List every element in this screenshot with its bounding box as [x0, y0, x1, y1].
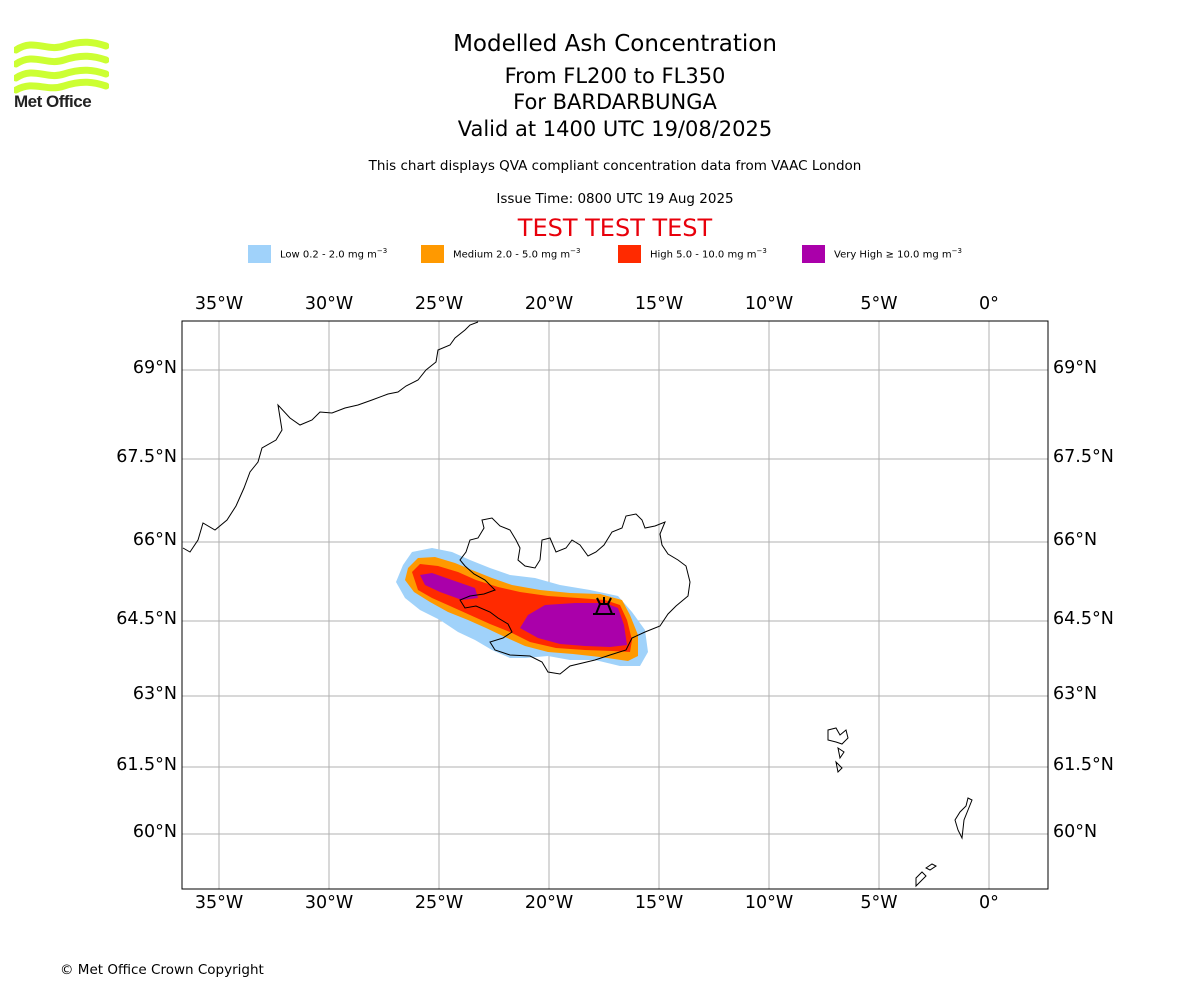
lat-label-left-0: 69°N [132, 358, 177, 378]
lon-label-top-2: 25°W [414, 294, 464, 314]
iceland-coastline [459, 513, 691, 675]
lat-label-left-4: 63°N [132, 684, 177, 704]
legend-item-very-high: Very High ≥ 10.0 mg m−3 [802, 244, 962, 264]
lon-label-bottom-4: 15°W [634, 893, 684, 913]
map-frame [181, 320, 1049, 890]
lon-label-top-3: 20°W [524, 294, 574, 314]
legend-item-medium: Medium 2.0 - 5.0 mg m−3 [421, 244, 580, 264]
lon-label-bottom-7: 0° [979, 893, 999, 913]
lat-label-left-6: 60°N [132, 822, 177, 842]
lon-label-bottom-2: 25°W [414, 893, 464, 913]
volcano-icon [593, 597, 615, 615]
valid-time: Valid at 1400 UTC 19/08/2025 [457, 117, 773, 141]
legend-label-low: Low 0.2 - 2.0 mg m−3 [280, 247, 388, 261]
lon-label-bottom-1: 30°W [304, 893, 354, 913]
lon-label-top-5: 10°W [744, 294, 794, 314]
lon-label-top-7: 0° [979, 294, 999, 314]
flight-levels: From FL200 to FL350 [504, 64, 726, 88]
volcano-name: For BARDARBUNGA [513, 90, 717, 114]
faroe-islands-coastline [827, 727, 849, 774]
lon-label-bottom-6: 5°W [860, 893, 898, 913]
legend-swatch-medium [421, 245, 444, 263]
issue-time: Issue Time: 0800 UTC 19 Aug 2025 [496, 191, 734, 207]
greenland-coastline [182, 321, 479, 553]
lat-label-left-2: 66°N [132, 530, 177, 550]
lon-label-top-0: 35°W [194, 294, 244, 314]
lat-label-right-2: 66°N [1053, 530, 1098, 550]
legend-item-low: Low 0.2 - 2.0 mg m−3 [248, 244, 387, 264]
legend-swatch-low [248, 245, 271, 263]
logo-wave-1 [14, 38, 109, 54]
copyright-notice: © Met Office Crown Copyright [60, 962, 264, 978]
legend-label-high: High 5.0 - 10.0 mg m−3 [650, 247, 767, 261]
lat-label-right-4: 63°N [1053, 684, 1098, 704]
coastlines [182, 321, 973, 888]
logo-wave-2 [14, 52, 109, 68]
lat-label-right-0: 69°N [1053, 358, 1098, 378]
test-banner: TEST TEST TEST [517, 214, 713, 242]
logo-wave-4 [14, 78, 109, 94]
lat-label-right-1: 67.5°N [1053, 447, 1114, 467]
met-office-logo-icon [14, 38, 109, 94]
ash-very-high-contour-west [420, 573, 478, 600]
legend-label-very-high: Very High ≥ 10.0 mg m−3 [834, 247, 962, 261]
lat-label-right-3: 64.5°N [1053, 609, 1114, 629]
legend-item-high: High 5.0 - 10.0 mg m−3 [618, 244, 767, 264]
lon-label-top-4: 15°W [634, 294, 684, 314]
legend-swatch-high [618, 245, 641, 263]
lat-label-left-3: 64.5°N [116, 609, 177, 629]
logo-text: Met Office [14, 92, 92, 111]
logo-wave-3 [14, 66, 109, 82]
orkney-coastline [915, 863, 937, 888]
lon-label-top-6: 5°W [860, 294, 898, 314]
lon-label-bottom-3: 20°W [524, 893, 574, 913]
lat-label-left-5: 61.5°N [116, 755, 177, 775]
lat-label-right-6: 60°N [1053, 822, 1098, 842]
chart-description: This chart displays QVA compliant concen… [368, 158, 862, 174]
legend-swatch-very-high [802, 245, 825, 263]
legend-label-medium: Medium 2.0 - 5.0 mg m−3 [453, 247, 581, 261]
lon-label-bottom-0: 35°W [194, 893, 244, 913]
lon-label-top-1: 30°W [304, 294, 354, 314]
shetland-coastline [954, 797, 973, 840]
ash-plume [396, 548, 648, 666]
chart-title: Modelled Ash Concentration [453, 31, 777, 57]
lon-label-bottom-5: 10°W [744, 893, 794, 913]
lat-label-left-1: 67.5°N [116, 447, 177, 467]
lat-label-right-5: 61.5°N [1053, 755, 1114, 775]
